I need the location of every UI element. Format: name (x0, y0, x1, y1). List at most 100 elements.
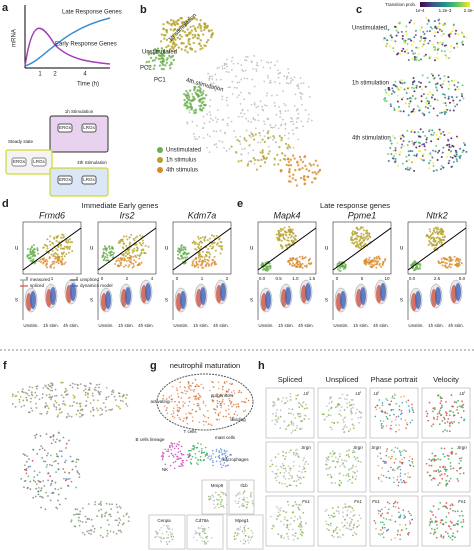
dot (211, 261, 214, 264)
dot (61, 258, 64, 261)
dot (183, 98, 186, 102)
dot (208, 77, 211, 80)
dot (401, 37, 404, 40)
label: 4h stim. (138, 323, 154, 328)
dot (105, 398, 107, 401)
dot (446, 430, 449, 432)
curve (24, 27, 111, 67)
dot (162, 394, 165, 397)
dot (441, 23, 444, 26)
dot (438, 22, 441, 25)
dot (199, 455, 202, 458)
dot (447, 525, 450, 527)
dot (386, 39, 389, 42)
dot (393, 136, 396, 139)
dot (429, 26, 432, 29)
dot (165, 38, 169, 41)
dot (383, 523, 385, 526)
dot (452, 467, 455, 470)
dot (221, 141, 224, 143)
dot (259, 100, 262, 103)
dot (43, 485, 46, 487)
dot (429, 235, 432, 238)
dot (78, 412, 81, 415)
dot (280, 466, 283, 469)
dot (224, 67, 226, 70)
dot (213, 503, 215, 506)
dot (52, 403, 55, 406)
dot (197, 458, 199, 461)
dot (428, 240, 431, 243)
dot (222, 491, 224, 494)
dot (277, 511, 280, 514)
dot (274, 141, 277, 144)
dot (235, 75, 238, 78)
dot (296, 109, 298, 111)
dot (170, 535, 173, 538)
dot (49, 235, 52, 238)
dot (454, 105, 457, 108)
dot (224, 452, 227, 454)
dot (383, 462, 386, 464)
dot (382, 517, 385, 519)
dot (453, 414, 456, 416)
dot (184, 251, 187, 254)
dot (55, 471, 57, 473)
dot (394, 152, 397, 155)
dot (435, 144, 438, 147)
dot (392, 476, 395, 479)
dot (222, 456, 224, 459)
dot (429, 104, 432, 107)
dot (198, 244, 201, 247)
dot (196, 263, 199, 266)
dot (55, 236, 58, 239)
dot (72, 394, 75, 397)
dot (116, 259, 119, 262)
dot (361, 237, 364, 240)
dot (94, 386, 97, 389)
dot (406, 129, 409, 132)
dot (222, 459, 224, 461)
dot (118, 259, 121, 262)
dot (159, 536, 162, 538)
dot (59, 412, 61, 414)
plot-frame (172, 221, 232, 275)
dot-cloud (350, 226, 372, 250)
label: s (325, 298, 328, 304)
dot (442, 453, 445, 456)
dot (441, 86, 444, 89)
dot (352, 449, 355, 452)
dot (257, 119, 260, 122)
dot (237, 405, 240, 408)
dot (432, 410, 434, 413)
dot (327, 523, 330, 526)
dot (403, 50, 406, 53)
dot (75, 413, 78, 416)
dot (52, 255, 55, 258)
dot (168, 396, 171, 398)
dot (248, 536, 250, 539)
dot (285, 163, 288, 167)
dot (239, 540, 242, 543)
dot (244, 401, 247, 404)
dot (446, 454, 449, 457)
dot (260, 264, 263, 267)
dot (25, 469, 28, 472)
dot (207, 526, 210, 529)
dot (174, 33, 177, 36)
label: Frmd6 (39, 210, 65, 220)
dot (440, 50, 443, 53)
dot (285, 428, 287, 430)
dot (115, 532, 118, 535)
dot (411, 129, 414, 132)
dot (243, 528, 245, 531)
dot (404, 88, 407, 91)
dot (189, 396, 191, 399)
dot (404, 419, 407, 421)
dot (25, 396, 28, 399)
dot (127, 520, 130, 522)
dot (396, 476, 399, 478)
dot (198, 396, 201, 399)
dot (209, 389, 211, 392)
dot (452, 509, 454, 512)
